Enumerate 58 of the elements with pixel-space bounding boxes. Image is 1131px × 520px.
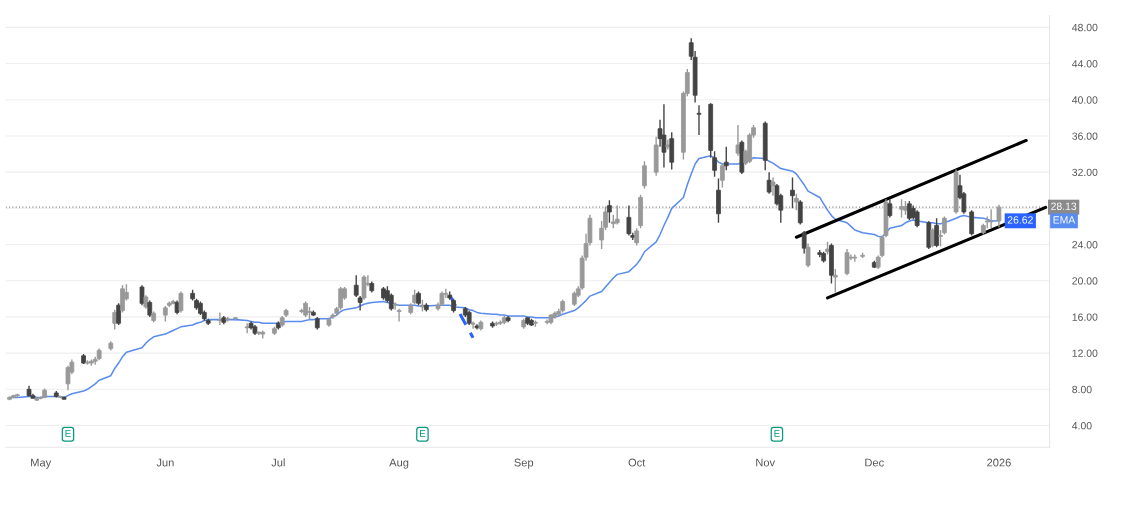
candlestick: [661, 103, 667, 169]
candlestick: [614, 204, 620, 226]
candlestick: [735, 124, 741, 157]
candlestick: [770, 176, 776, 197]
candlestick: [723, 146, 729, 172]
candlestick: [139, 284, 145, 306]
candlestick: [720, 163, 725, 189]
candlestick: [392, 301, 398, 311]
y-tick-label: 8.00: [1072, 385, 1092, 394]
x-tick-label: Jul: [271, 458, 285, 467]
candlestick: [716, 177, 721, 224]
annotation: E: [774, 430, 780, 437]
candlestick: [832, 268, 838, 294]
candlestick: [120, 284, 125, 314]
candlestick: [626, 204, 632, 237]
y-tick-label: 48.00: [1072, 23, 1098, 32]
x-tick-label: Oct: [628, 458, 646, 467]
candlestick: [642, 160, 647, 190]
x-tick-label: Sep: [514, 458, 534, 469]
candlestick: [396, 308, 402, 323]
ref-line-label: 28.13: [1051, 202, 1077, 210]
candlestick: [969, 209, 975, 237]
candlestick: [899, 198, 904, 219]
candlestick: [361, 274, 367, 301]
y-tick-label: 24.00: [1072, 241, 1098, 249]
candlestick: [790, 176, 795, 210]
candlestick: [116, 302, 121, 326]
x-tick-label: May: [31, 458, 52, 469]
text: EMA: [1053, 216, 1076, 224]
candlestick: [934, 217, 939, 248]
y-tick-label: 20.00: [1072, 277, 1098, 285]
y-tick-label: 16.00: [1072, 313, 1098, 321]
y-tick-label: 40.00: [1072, 96, 1098, 104]
x-tick-label: Aug: [389, 458, 409, 469]
candlestick: [665, 138, 671, 151]
x-tick-label: Nov: [756, 458, 776, 467]
candlestick: [805, 242, 811, 268]
x-tick-label: Jun: [156, 458, 174, 467]
data-label: 26.62: [1007, 216, 1033, 224]
candlestick: [797, 199, 803, 226]
annotation: E: [65, 430, 71, 437]
candlestick: [852, 253, 858, 263]
candlestick: [696, 104, 702, 136]
y-tick-label: 4.00: [1072, 421, 1092, 430]
x-tick-label: Dec: [865, 458, 884, 467]
candlestick: [607, 199, 612, 224]
candlestick: [801, 230, 807, 255]
candlestick: [887, 198, 893, 219]
candlestick: [669, 131, 675, 171]
candlestick: [844, 248, 850, 276]
y-tick-label: 44.00: [1072, 60, 1098, 68]
candlestick: [766, 171, 772, 195]
y-tick-label: 12.00: [1072, 349, 1098, 357]
y-tick-label: 36.00: [1072, 132, 1098, 140]
candlestick: [996, 204, 1002, 229]
x-tick-label: 2026: [987, 458, 1011, 467]
annotation: E: [420, 430, 426, 437]
y-tick-label: 32.00: [1072, 168, 1098, 177]
